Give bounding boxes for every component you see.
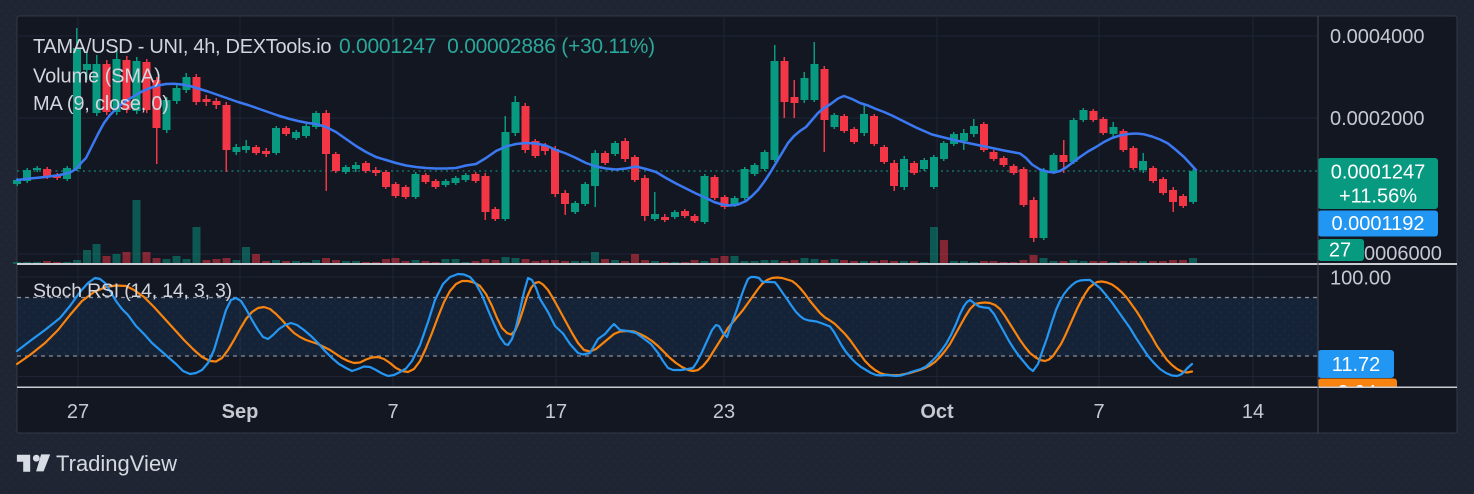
svg-text:23: 23: [713, 401, 735, 423]
svg-text:14: 14: [1242, 401, 1264, 423]
svg-text:Volume (SMA): Volume (SMA): [33, 66, 161, 88]
svg-text:7: 7: [1093, 401, 1104, 423]
svg-text:TradingView: TradingView: [56, 451, 177, 476]
svg-text:27: 27: [1329, 240, 1351, 262]
svg-text:0.0001247 0.00002886 (+30.11%: 0.0001247 0.00002886 (+30.11%): [339, 35, 655, 58]
svg-text:0.0002000: 0.0002000: [1330, 108, 1425, 130]
svg-text:17: 17: [545, 401, 567, 423]
svg-text:7: 7: [387, 401, 398, 423]
svg-text:MA (9, close, 0): MA (9, close, 0): [33, 93, 169, 115]
svg-text:0.0001247: 0.0001247: [1331, 162, 1426, 184]
svg-text:0.0001192: 0.0001192: [1331, 213, 1424, 235]
svg-text:27: 27: [67, 401, 89, 423]
svg-text:3.04: 3.04: [1338, 382, 1377, 404]
svg-text:11.72: 11.72: [1332, 354, 1381, 376]
svg-text:+11.56%: +11.56%: [1339, 186, 1417, 208]
svg-text:Sep: Sep: [222, 401, 259, 423]
svg-text:TAMA/USD - UNI, 4h, DEXTools.i: TAMA/USD - UNI, 4h, DEXTools.io: [33, 36, 331, 58]
svg-text:Oct: Oct: [920, 401, 954, 423]
svg-text:100.00: 100.00: [1330, 268, 1391, 290]
svg-text:0.0004000: 0.0004000: [1330, 26, 1425, 48]
svg-text:Stoch RSI (14, 14, 3, 3): Stoch RSI (14, 14, 3, 3): [33, 280, 232, 302]
